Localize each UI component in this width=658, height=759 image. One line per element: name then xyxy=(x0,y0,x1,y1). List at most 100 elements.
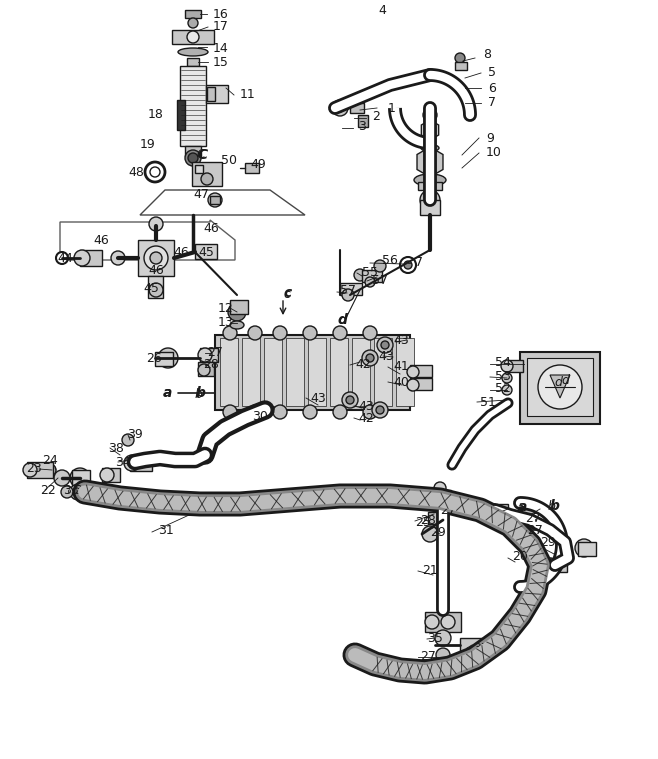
Text: d: d xyxy=(554,376,562,389)
Text: 34: 34 xyxy=(115,455,131,468)
Text: 52: 52 xyxy=(495,383,511,395)
Bar xyxy=(340,283,362,295)
Circle shape xyxy=(346,396,354,404)
Bar xyxy=(172,30,214,44)
Text: 37: 37 xyxy=(473,641,489,654)
Ellipse shape xyxy=(230,321,244,329)
Circle shape xyxy=(228,303,246,321)
Circle shape xyxy=(61,486,73,498)
Bar xyxy=(242,338,260,406)
Text: 53: 53 xyxy=(495,370,511,383)
Circle shape xyxy=(342,392,358,408)
Text: 42: 42 xyxy=(358,411,374,424)
Bar xyxy=(215,335,410,410)
Circle shape xyxy=(407,366,419,378)
Circle shape xyxy=(342,289,354,301)
Bar xyxy=(206,85,228,103)
Ellipse shape xyxy=(178,48,208,56)
Text: 11: 11 xyxy=(240,89,256,102)
Circle shape xyxy=(56,252,68,264)
Circle shape xyxy=(425,615,439,629)
Bar xyxy=(410,378,432,390)
Polygon shape xyxy=(60,220,235,260)
Circle shape xyxy=(501,360,513,372)
Text: b: b xyxy=(548,500,556,514)
Circle shape xyxy=(54,470,70,486)
Bar xyxy=(264,338,282,406)
Circle shape xyxy=(158,348,178,368)
Circle shape xyxy=(366,354,374,362)
Text: 13: 13 xyxy=(218,316,234,329)
Circle shape xyxy=(332,100,348,116)
Circle shape xyxy=(23,463,37,477)
Circle shape xyxy=(303,326,317,340)
Text: 55: 55 xyxy=(362,266,378,279)
Text: 27: 27 xyxy=(440,503,456,517)
Bar xyxy=(396,338,414,406)
Text: 39: 39 xyxy=(127,429,143,442)
Bar xyxy=(195,244,217,259)
Circle shape xyxy=(248,326,262,340)
Circle shape xyxy=(223,326,237,340)
Text: 18: 18 xyxy=(148,109,164,121)
Text: 27: 27 xyxy=(525,512,541,524)
Circle shape xyxy=(543,558,557,572)
Text: 46: 46 xyxy=(93,234,109,247)
Circle shape xyxy=(187,31,199,43)
Circle shape xyxy=(400,257,416,273)
Text: d: d xyxy=(338,313,346,326)
Text: d: d xyxy=(561,373,569,386)
Text: 17: 17 xyxy=(213,20,229,33)
Circle shape xyxy=(407,379,419,391)
Bar xyxy=(350,103,364,113)
Circle shape xyxy=(374,260,386,272)
Text: 26: 26 xyxy=(146,351,162,364)
Bar xyxy=(72,470,90,486)
Text: 23: 23 xyxy=(26,461,41,474)
Circle shape xyxy=(188,153,198,163)
Circle shape xyxy=(150,252,162,264)
Bar xyxy=(505,360,523,372)
Bar xyxy=(428,512,442,524)
Bar xyxy=(210,196,220,204)
Circle shape xyxy=(404,261,412,269)
Circle shape xyxy=(422,526,438,542)
Bar xyxy=(545,558,567,572)
Text: 12: 12 xyxy=(218,301,234,314)
Bar xyxy=(180,66,206,146)
Text: 29: 29 xyxy=(430,525,445,538)
Text: c: c xyxy=(283,286,291,300)
Bar xyxy=(155,352,173,366)
Circle shape xyxy=(502,373,512,383)
Text: 2: 2 xyxy=(372,111,380,124)
Circle shape xyxy=(363,405,377,419)
Bar xyxy=(148,276,163,298)
Text: b: b xyxy=(196,386,206,400)
Circle shape xyxy=(455,53,465,63)
Circle shape xyxy=(185,150,201,166)
Text: 10: 10 xyxy=(486,146,502,159)
Circle shape xyxy=(420,190,440,210)
Text: 36: 36 xyxy=(490,637,506,650)
Ellipse shape xyxy=(526,521,540,529)
Text: 57: 57 xyxy=(340,285,356,298)
Text: 3: 3 xyxy=(358,119,366,133)
Bar xyxy=(352,338,370,406)
Circle shape xyxy=(144,246,168,270)
Circle shape xyxy=(70,484,86,500)
Circle shape xyxy=(303,405,317,419)
Text: C: C xyxy=(198,148,208,162)
Bar xyxy=(520,352,600,424)
Text: 35: 35 xyxy=(427,631,443,644)
Bar xyxy=(472,645,492,657)
Circle shape xyxy=(436,648,450,662)
Circle shape xyxy=(273,326,287,340)
Text: 44: 44 xyxy=(57,251,73,264)
Circle shape xyxy=(381,341,389,349)
Text: 49: 49 xyxy=(250,159,266,172)
Polygon shape xyxy=(550,375,570,398)
Text: 32: 32 xyxy=(74,483,89,496)
Bar xyxy=(410,365,432,377)
Text: 24: 24 xyxy=(42,453,58,467)
Bar xyxy=(245,163,259,173)
